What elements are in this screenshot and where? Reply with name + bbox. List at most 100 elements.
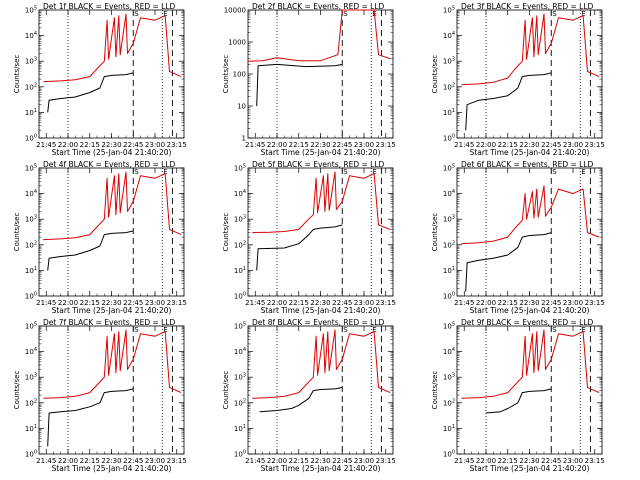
x-tick-label: 22:00 xyxy=(476,141,496,149)
events-series-line xyxy=(47,72,134,113)
panel-title: Det 8f BLACK = Events, RED = LLD xyxy=(252,318,385,327)
events-series-line xyxy=(485,388,552,414)
y-tick-label: 100 xyxy=(234,292,246,301)
x-tick-label: 23:00 xyxy=(145,457,165,465)
x-tick-label: 22:45 xyxy=(123,457,143,465)
events-series-line xyxy=(256,63,343,107)
x-tick-label: 22:30 xyxy=(519,457,539,465)
lld-series-line xyxy=(461,329,600,399)
y-tick-label: 100 xyxy=(443,450,455,459)
x-tick-label: 22:15 xyxy=(498,457,518,465)
x-tick-label: 22:30 xyxy=(519,299,539,307)
panel-title: Det 1f BLACK = Events, RED = LLD xyxy=(43,2,176,11)
y-tick-label: 105 xyxy=(25,164,37,173)
x-axis-label: Start Time (25-Jan-04 21:40:20) xyxy=(470,148,590,157)
start-flag: S xyxy=(343,168,348,176)
y-tick-label: 105 xyxy=(234,164,246,173)
panel-det-7f: Det 7f BLACK = Events, RED = LLD 100 101 10… xyxy=(13,318,187,473)
y-tick-label: 104 xyxy=(443,347,455,356)
y-tick-label: 102 xyxy=(234,240,246,249)
y-tick-label: 100 xyxy=(25,292,37,301)
lld-series-line xyxy=(43,329,182,399)
x-tick-label: 22:30 xyxy=(101,299,121,307)
x-tick-label: 22:15 xyxy=(80,457,100,465)
lld-series-line xyxy=(252,329,391,399)
panel-title: Det 5f BLACK = Events, RED = LLD xyxy=(252,160,385,169)
x-tick-label: 22:00 xyxy=(58,141,78,149)
y-axis-label: Counts/sec xyxy=(222,55,230,94)
x-tick-label: 23:00 xyxy=(354,141,374,149)
start-flag: S xyxy=(134,326,139,334)
x-tick-label: 23:00 xyxy=(563,141,583,149)
start-flag: S xyxy=(134,168,139,176)
x-tick-label: 22:15 xyxy=(289,299,309,307)
y-tick-label: 104 xyxy=(234,189,246,198)
y-axis-label: Counts/sec xyxy=(222,213,230,252)
end-flag: E xyxy=(372,168,376,176)
y-tick-label: 102 xyxy=(25,398,37,407)
events-series-line xyxy=(259,386,343,413)
y-tick-label: 105 xyxy=(443,164,455,173)
x-tick-label: 23:00 xyxy=(145,299,165,307)
end-flag: E xyxy=(163,10,167,18)
y-tick-label: 103 xyxy=(443,215,455,224)
x-tick-label: 23:15 xyxy=(585,141,605,149)
x-tick-label: 22:15 xyxy=(80,299,100,307)
lld-series-line xyxy=(252,171,391,234)
x-tick-label: 21:45 xyxy=(454,457,474,465)
y-tick-label: 101 xyxy=(234,266,246,275)
x-axis-label: Start Time (25-Jan-04 21:40:20) xyxy=(261,464,381,473)
x-axis-label: Start Time (25-Jan-04 21:40:20) xyxy=(261,306,381,315)
y-tick-label: 101 xyxy=(25,108,37,117)
x-tick-label: 22:00 xyxy=(58,457,78,465)
x-tick-label: 22:00 xyxy=(267,141,287,149)
x-tick-label: 23:15 xyxy=(376,141,396,149)
y-tick-label: 103 xyxy=(25,57,37,66)
x-tick-label: 22:45 xyxy=(541,457,561,465)
start-flag: S xyxy=(552,326,557,334)
start-flag: S xyxy=(134,10,139,18)
lld-series-line xyxy=(43,171,182,241)
x-tick-label: 22:15 xyxy=(289,457,309,465)
events-series-line xyxy=(47,230,134,271)
y-tick-label: 1 xyxy=(242,135,246,143)
panel-det-8f: Det 8f BLACK = Events, RED = LLD 100 101 10… xyxy=(222,318,396,473)
x-tick-label: 22:30 xyxy=(310,299,330,307)
y-tick-label: 100 xyxy=(25,134,37,143)
x-tick-label: 22:45 xyxy=(541,141,561,149)
x-axis-label: Start Time (25-Jan-04 21:40:20) xyxy=(470,464,590,473)
x-tick-label: 21:45 xyxy=(245,141,265,149)
y-tick-label: 101 xyxy=(443,424,455,433)
y-tick-label: 103 xyxy=(443,373,455,382)
y-tick-label: 104 xyxy=(443,31,455,40)
y-tick-label: 102 xyxy=(25,82,37,91)
y-tick-label: 101 xyxy=(443,266,455,275)
x-tick-label: 22:30 xyxy=(101,457,121,465)
x-tick-label: 22:15 xyxy=(498,141,518,149)
y-tick-label: 100 xyxy=(25,450,37,459)
start-flag: S xyxy=(343,326,348,334)
panel-title: Det 3f BLACK = Events, RED = LLD xyxy=(461,2,594,11)
x-tick-label: 22:00 xyxy=(476,457,496,465)
x-axis-label: Start Time (25-Jan-04 21:40:20) xyxy=(470,306,590,315)
end-flag: E xyxy=(163,326,167,334)
x-tick-label: 23:00 xyxy=(145,141,165,149)
x-tick-label: 23:15 xyxy=(167,457,187,465)
panel-det-2f: Det 2f BLACK = Events, RED = LLD 1 10 100 10… xyxy=(222,2,396,157)
start-flag: S xyxy=(343,10,348,18)
x-axis-label: Start Time (25-Jan-04 21:40:20) xyxy=(52,148,172,157)
y-tick-label: 104 xyxy=(25,31,37,40)
y-tick-label: 105 xyxy=(25,322,37,331)
y-tick-label: 102 xyxy=(443,82,455,91)
events-series-line xyxy=(256,224,343,271)
x-tick-label: 23:15 xyxy=(167,299,187,307)
x-axis-label: Start Time (25-Jan-04 21:40:20) xyxy=(261,148,381,157)
panel-det-1f: Det 1f BLACK = Events, RED = LLD 100 101 10… xyxy=(13,2,187,157)
y-tick-label: 103 xyxy=(234,373,246,382)
x-tick-label: 23:15 xyxy=(585,299,605,307)
x-tick-label: 22:00 xyxy=(267,457,287,465)
x-tick-label: 21:45 xyxy=(454,141,474,149)
x-tick-label: 22:45 xyxy=(123,299,143,307)
x-tick-label: 22:30 xyxy=(101,141,121,149)
